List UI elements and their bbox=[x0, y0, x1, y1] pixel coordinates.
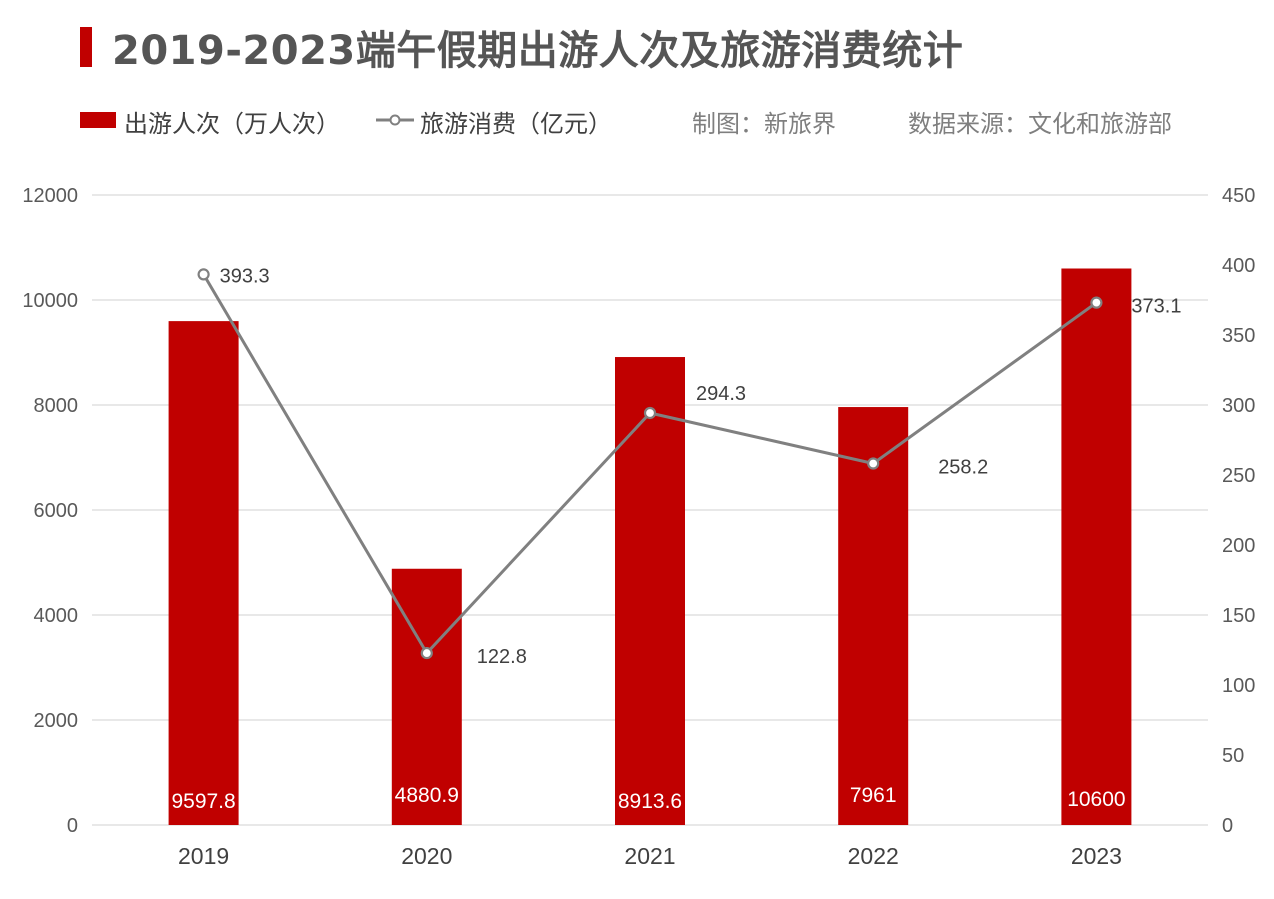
y-right-tick-label: 50 bbox=[1222, 745, 1244, 767]
x-tick-label: 2023 bbox=[1071, 843, 1122, 869]
y-right-tick-label: 200 bbox=[1222, 535, 1255, 557]
line-point bbox=[643, 406, 657, 420]
axes: 0 2000 4000 6000 8000 10000 12000 0 50 100 150 200 2… bbox=[22, 185, 1255, 869]
legend-bar-swatch bbox=[80, 112, 116, 128]
bar-value-label: 7961 bbox=[850, 784, 897, 807]
y-right-tick-label: 100 bbox=[1222, 675, 1255, 697]
bar bbox=[838, 407, 909, 825]
chart-title: 2019-2023端午假期出游人次及旅游消费统计 bbox=[112, 28, 964, 74]
x-tick-label: 2019 bbox=[178, 843, 229, 869]
line-value-label: 258.2 bbox=[938, 457, 988, 479]
y-left-tick-label: 2000 bbox=[34, 710, 79, 732]
y-left-tick-label: 8000 bbox=[34, 395, 79, 417]
y-right-tick-label: 450 bbox=[1222, 185, 1255, 207]
legend-line-swatch bbox=[376, 114, 414, 126]
bar bbox=[168, 321, 239, 825]
bar-value-label: 4880.9 bbox=[395, 784, 459, 807]
legend-bars-label: 出游人次（万人次） bbox=[124, 110, 340, 138]
y-right-tick-label: 400 bbox=[1222, 255, 1255, 277]
line-value-label: 393.3 bbox=[220, 265, 270, 287]
data-labels: 9597.8 4880.9 8913.6 7961 10600 393.3 122.8 294… bbox=[171, 265, 1181, 813]
legend: 出游人次（万人次） 旅游消费（亿元） 制图：新旅界 数据来源：文化和旅游部 bbox=[0, 104, 1274, 138]
bar-value-label: 10600 bbox=[1067, 788, 1125, 811]
line-point bbox=[1090, 296, 1103, 309]
y-right-tick-label: 250 bbox=[1222, 465, 1255, 487]
line-value-label: 122.8 bbox=[477, 646, 527, 668]
bar bbox=[615, 357, 685, 825]
data-source: 数据来源：文化和旅游部 bbox=[908, 110, 1172, 138]
line-value-label: 294.3 bbox=[696, 383, 746, 405]
y-right-tick-label: 300 bbox=[1222, 395, 1255, 417]
chart-credit: 制图：新旅界 bbox=[692, 110, 836, 138]
y-right-tick-label: 0 bbox=[1222, 815, 1233, 837]
y-left-tick-label: 4000 bbox=[34, 605, 79, 627]
x-tick-label: 2020 bbox=[401, 843, 452, 869]
line-point bbox=[420, 646, 433, 660]
y-left-tick-label: 0 bbox=[67, 815, 78, 837]
line-point bbox=[197, 268, 210, 281]
bar-value-label: 9597.8 bbox=[171, 790, 235, 813]
line-point bbox=[867, 457, 880, 470]
title-accent-bar bbox=[80, 27, 92, 67]
x-tick-label: 2021 bbox=[624, 843, 675, 869]
line-value-label: 373.1 bbox=[1131, 296, 1181, 318]
y-right-tick-label: 350 bbox=[1222, 325, 1255, 347]
y-left-tick-label: 10000 bbox=[22, 290, 78, 312]
line-series bbox=[197, 268, 1103, 660]
y-left-tick-label: 12000 bbox=[22, 185, 78, 207]
y-right-tick-label: 150 bbox=[1222, 605, 1255, 627]
legend-line-label: 旅游消费（亿元） bbox=[420, 110, 612, 138]
bar-series bbox=[168, 268, 1132, 825]
bar-value-label: 8913.6 bbox=[618, 790, 682, 813]
x-tick-label: 2022 bbox=[848, 843, 899, 869]
y-left-tick-label: 6000 bbox=[34, 500, 79, 522]
bar bbox=[1061, 268, 1132, 825]
